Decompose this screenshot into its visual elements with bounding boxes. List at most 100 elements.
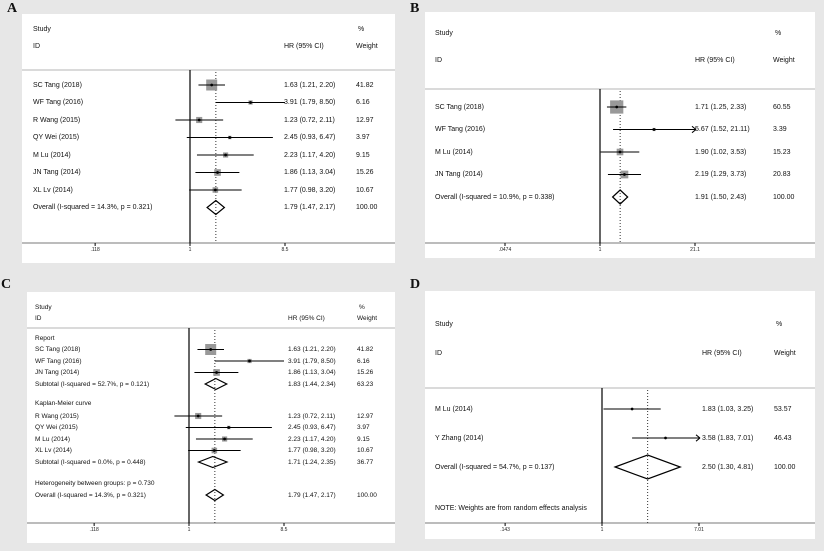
col-header-percent: %	[358, 25, 365, 33]
col-header-hr-ci: HR (95% CI)	[284, 42, 324, 50]
x-axis-tick-label: 8.5	[280, 527, 288, 533]
row-label-heading: Kaplan-Meier curve	[35, 399, 92, 407]
row-label-text: Heterogeneity between groups: p = 0.730	[35, 479, 155, 487]
row-hr-ci-value: 2.23 (1.17, 4.20)	[284, 151, 336, 159]
row-hr-ci-value: 1.86 (1.13, 3.04)	[288, 369, 336, 376]
forest-plot-canvas	[425, 88, 815, 246]
row-hr-ci-value: 1.77 (0.98, 3.20)	[288, 447, 336, 454]
row-label-overall: Overall (I-squared = 14.3%, p = 0.321)	[33, 204, 153, 211]
point-estimate-marker	[223, 437, 227, 441]
row-hr-ci-value: 3.58 (1.83, 7.01)	[702, 434, 754, 442]
point-estimate-marker	[209, 348, 213, 351]
row-weight-value: 60.55	[773, 103, 791, 111]
row-label-note: NOTE: Weights are from random effects an…	[435, 504, 587, 512]
subtotal-diamond	[203, 377, 229, 391]
overall-diamond	[206, 199, 226, 216]
x-axis-tick-label: 21.1	[690, 247, 700, 253]
row-weight-value: 63.23	[357, 380, 374, 388]
row-label-study: XL Lv (2014)	[33, 186, 73, 194]
row-weight-value: 9.15	[356, 151, 370, 159]
point-estimate-marker	[618, 150, 622, 154]
row-label-study: M Lu (2014)	[435, 148, 473, 156]
row-hr-ci-value: 1.71 (1.25, 2.33)	[695, 103, 747, 111]
col-header-percent: %	[359, 303, 365, 311]
panel-letter-c: C	[1, 277, 12, 292]
row-weight-value: 100.00	[774, 463, 796, 471]
row-hr-ci-value: 2.50 (1.30, 4.81)	[702, 463, 754, 471]
row-weight-value: 41.82	[356, 81, 374, 89]
row-weight-value: 100.00	[357, 491, 377, 499]
point-estimate-marker	[216, 171, 219, 174]
row-hr-ci-value: 1.63 (1.21, 2.20)	[284, 81, 336, 89]
col-header-hr-ci: HR (95% CI)	[702, 349, 742, 357]
row-weight-value: 100.00	[773, 193, 795, 201]
row-label-heading: Report	[35, 334, 55, 342]
col-header-study: Study	[435, 29, 453, 37]
row-hr-ci-value: 2.45 (0.93, 6.47)	[288, 424, 336, 431]
row-label-study: SC Tang (2018)	[35, 346, 81, 353]
row-weight-value: 3.97	[356, 134, 370, 141]
x-axis-tick-label: .118	[90, 247, 100, 253]
row-label-study: QY Wei (2015)	[33, 134, 80, 141]
row-hr-ci-value: 1.83 (1.03, 3.25)	[702, 405, 754, 413]
col-header-id: ID	[435, 349, 442, 357]
row-weight-value: 53.57	[774, 405, 792, 413]
point-estimate-marker	[630, 407, 634, 411]
row-weight-value: 12.97	[357, 412, 374, 420]
row-hr-ci-value: 1.23 (0.72, 2.11)	[284, 116, 335, 124]
row-label-study: M Lu (2014)	[33, 151, 71, 159]
col-header-id: ID	[35, 314, 42, 322]
point-estimate-marker	[210, 83, 214, 87]
panel-letter-b: B	[410, 1, 420, 16]
row-label-study: SC Tang (2018)	[33, 81, 82, 89]
row-weight-value: 6.16	[356, 99, 370, 106]
col-header-hr-ci: HR (95% CI)	[695, 56, 735, 64]
x-axis-tick-label: .143	[500, 527, 510, 533]
row-label-study: SC Tang (2018)	[435, 103, 484, 111]
row-hr-ci-value: 2.23 (1.17, 4.20)	[288, 435, 336, 443]
row-label-study: Y Zhang (2014)	[435, 434, 484, 442]
row-weight-value: 15.26	[357, 369, 374, 376]
point-estimate-marker	[212, 449, 216, 452]
row-hr-ci-value: 1.79 (1.47, 2.17)	[284, 204, 336, 211]
row-label-study: JN Tang (2014)	[435, 171, 483, 178]
row-label-study: JN Tang (2014)	[33, 169, 81, 176]
col-header-weight: Weight	[774, 349, 796, 357]
row-weight-value: 15.23	[773, 148, 791, 156]
ci-arrowhead	[695, 434, 701, 439]
row-label-study: XL Lv (2014)	[35, 447, 72, 454]
row-weight-value: 12.97	[356, 116, 374, 124]
row-hr-ci-value: 1.83 (1.44, 2.34)	[288, 380, 336, 388]
row-hr-ci-value: 1.90 (1.02, 3.53)	[695, 148, 747, 156]
row-hr-ci-value: 1.77 (0.98, 3.20)	[284, 186, 336, 194]
row-weight-value: 10.67	[356, 186, 374, 194]
col-header-study: Study	[35, 303, 52, 311]
row-weight-value: 10.67	[357, 447, 374, 454]
row-weight-value: 3.39	[773, 126, 787, 133]
forest-plot-canvas	[425, 387, 815, 526]
point-estimate-marker	[615, 105, 619, 109]
row-label-overall: Overall (I-squared = 10.9%, p = 0.338)	[435, 193, 555, 201]
row-weight-value: 20.83	[773, 171, 791, 178]
row-hr-ci-value: 2.45 (0.93, 6.47)	[284, 134, 336, 141]
row-weight-value: 100.00	[356, 204, 378, 211]
row-label-study: M Lu (2014)	[435, 405, 473, 413]
row-label-study: M Lu (2014)	[35, 435, 71, 443]
row-label-study: R Wang (2015)	[33, 116, 81, 124]
x-axis-tick-label: .118	[89, 527, 99, 533]
row-label-study: R Wang (2015)	[35, 412, 79, 420]
row-weight-value: 41.82	[357, 346, 374, 353]
overall-diamond	[611, 189, 629, 205]
forest-plot-canvas	[27, 327, 395, 526]
point-estimate-marker	[652, 128, 656, 131]
row-weight-value: 36.77	[357, 458, 374, 466]
ci-arrowhead	[695, 437, 701, 442]
row-label-subtotal: Subtotal (I-squared = 0.0%, p = 0.448)	[35, 458, 146, 466]
point-estimate-marker	[215, 371, 218, 374]
row-hr-ci-value: 1.63 (1.21, 2.20)	[288, 346, 336, 353]
row-weight-value: 9.15	[357, 435, 370, 443]
x-axis-tick-label: 8.5	[281, 247, 289, 253]
row-label-overall: Overall (I-squared = 54.7%, p = 0.137)	[435, 463, 555, 471]
row-label-overall: Overall (I-squared = 14.3%, p = 0.321)	[35, 491, 146, 499]
